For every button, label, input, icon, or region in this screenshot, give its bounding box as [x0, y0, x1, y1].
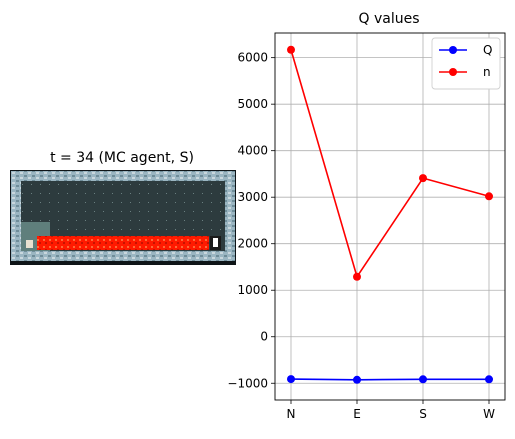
x-tick-label: N	[287, 407, 296, 421]
data-point-Q-W	[485, 375, 493, 384]
series-line-Q	[290, 378, 489, 381]
player-icon	[26, 240, 33, 248]
data-point-n-S	[419, 174, 427, 183]
x-tick-label: W	[483, 407, 495, 421]
legend-marker-n	[449, 68, 457, 76]
series-line-n	[290, 49, 490, 279]
legend-marker-Q	[449, 46, 457, 54]
game-panel: t = 34 (MC agent, S)	[10, 150, 236, 265]
plot-frame	[274, 32, 506, 401]
data-point-n-W	[485, 192, 493, 201]
data-point-Q-N	[287, 375, 295, 384]
x-tick-label: E	[353, 407, 361, 421]
chart-axes: −1000 0 1000 2000 3000 4000 5000 6000 N E S W	[227, 51, 495, 421]
game-bottom-edge	[10, 262, 236, 265]
data-point-Q-E	[353, 375, 361, 384]
x-tick-label: S	[419, 407, 427, 421]
y-tick-label: −1000	[227, 376, 268, 390]
y-tick-label: 4000	[237, 144, 268, 158]
game-panel-title: t = 34 (MC agent, S)	[50, 150, 194, 166]
chart-series	[287, 45, 493, 384]
legend-label-n: n	[483, 65, 491, 79]
goal-flag-icon	[213, 238, 218, 247]
chart-legend: Qn	[431, 37, 501, 90]
y-tick-label: 2000	[237, 237, 268, 251]
y-tick-label: 3000	[237, 190, 268, 204]
legend-label-Q: Q	[483, 43, 492, 57]
chart-grid	[275, 33, 505, 400]
y-tick-label: 0	[260, 330, 268, 344]
data-point-Q-S	[419, 375, 427, 384]
chart-title: Q values	[358, 11, 419, 27]
y-tick-label: 6000	[237, 51, 268, 65]
data-point-n-E	[353, 272, 361, 281]
data-point-n-N	[287, 45, 295, 54]
y-tick-label: 1000	[237, 283, 268, 297]
q-values-chart: Q values −1000 0 1000 2000 3000 4000 5000 6000 N…	[227, 11, 506, 421]
game-frame	[10, 170, 236, 265]
y-tick-label: 5000	[237, 97, 268, 111]
lava-path-texture	[37, 236, 209, 250]
